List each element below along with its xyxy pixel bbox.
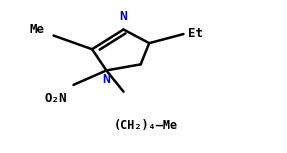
Text: N: N <box>102 73 110 86</box>
Text: Et: Et <box>188 27 203 40</box>
Text: N: N <box>119 10 127 23</box>
Text: O₂N: O₂N <box>45 92 67 105</box>
Text: Me: Me <box>30 23 45 36</box>
Text: (CH₂)₄—Me: (CH₂)₄—Me <box>114 119 178 132</box>
